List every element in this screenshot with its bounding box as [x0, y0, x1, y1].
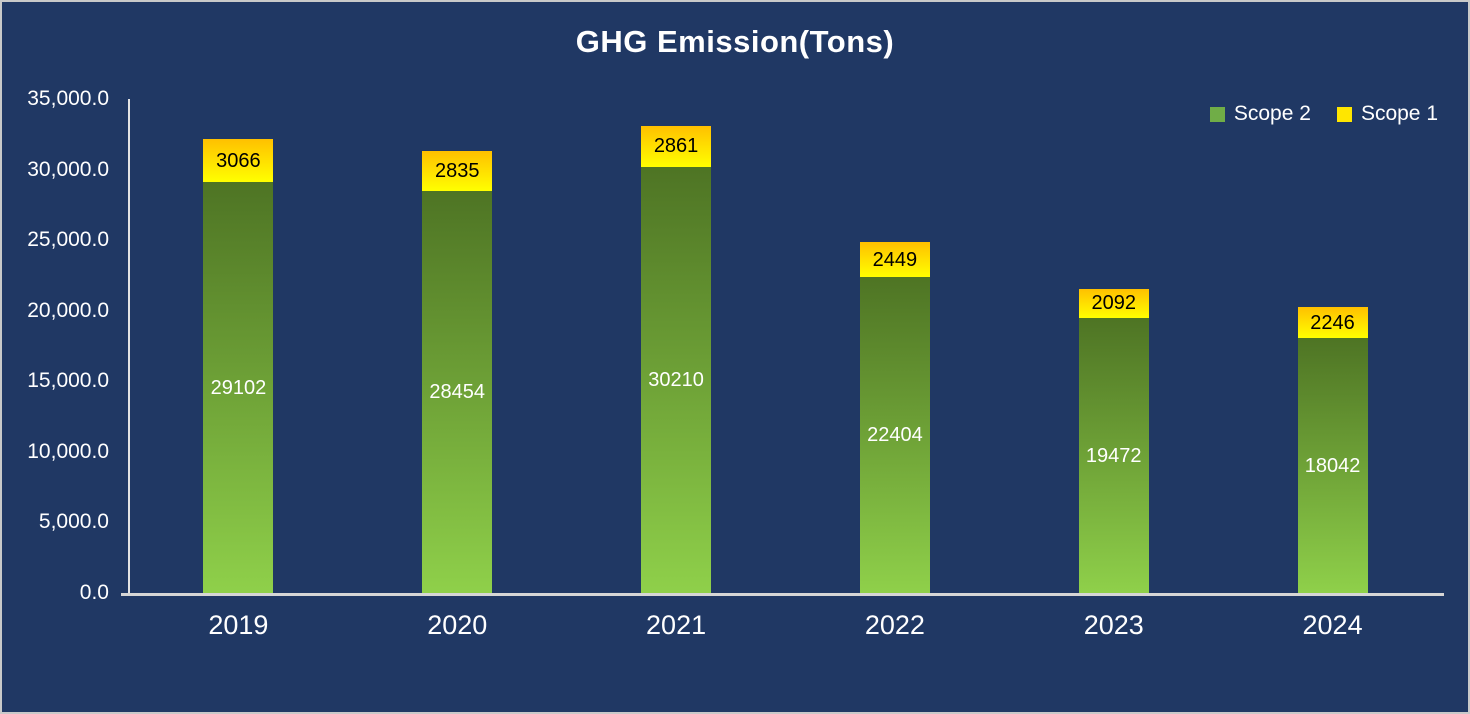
stacked-bar-2022: 2449 22404 [859, 99, 930, 593]
x-axis-label-2020: 2020 [427, 610, 488, 640]
x-axis-label-2021: 2021 [646, 610, 707, 640]
bar-value-label: 18042 [1304, 454, 1361, 477]
bar-value-label: 2835 [434, 160, 480, 183]
bar-value-label: 28454 [429, 381, 486, 404]
bar-segment-scope2-2021[interactable]: 30210 [641, 166, 712, 593]
y-axis-tick-label: 35,000.0 [27, 87, 109, 110]
x-axis-label-2024: 2024 [1302, 610, 1363, 640]
bar-segment-scope1-2020[interactable]: 2835 [422, 151, 493, 192]
bar-segment-scope1-2022[interactable]: 2449 [859, 242, 930, 277]
bar-slot-2020: 2835 28454 [348, 99, 567, 593]
chart-title: GHG Emission(Tons) [575, 24, 895, 59]
bar-segment-scope2-2019[interactable]: 29102 [203, 182, 274, 593]
bar-value-label: 29102 [210, 376, 267, 399]
bar-slot-2023: 2092 19472 [1004, 99, 1223, 593]
legend: Scope 2 Scope 1 [1209, 102, 1438, 126]
y-axis-tick-label: 20,000.0 [27, 298, 109, 322]
y-axis-tick-label: 10,000.0 [27, 439, 109, 463]
bar-segment-scope2-2024[interactable]: 18042 [1297, 338, 1368, 593]
bar-value-label: 3066 [216, 149, 261, 172]
plot-area: 3066 29102 2835 28454 2861 30210 2449 22404 2092… [129, 99, 1442, 593]
bar-value-label: 19472 [1085, 444, 1142, 467]
legend-item-scope2[interactable]: Scope 2 [1209, 102, 1311, 126]
bar-slot-2019: 3066 29102 [129, 99, 348, 593]
legend-item-scope1[interactable]: Scope 1 [1336, 102, 1438, 126]
x-axis-labels: 2019 2020 2021 2022 2023 2024 [129, 610, 1442, 641]
bar-value-label: 2092 [1091, 292, 1136, 315]
x-axis-label-2023: 2023 [1083, 610, 1144, 640]
bar-slot-2024: 2246 18042 [1223, 99, 1442, 593]
bar-segment-scope2-2022[interactable]: 22404 [859, 276, 930, 593]
bar-value-label: 2246 [1310, 311, 1355, 334]
bar-value-label: 22404 [867, 423, 923, 446]
stacked-bar-2021: 2861 30210 [641, 99, 712, 593]
y-axis-labels: 0.0 5,000.0 10,000.0 15,000.0 20,000.0 25,000… [2, 87, 109, 604]
legend-label-scope1: Scope 1 [1360, 102, 1438, 125]
y-axis-line [128, 99, 130, 593]
bar-segment-scope1-2019[interactable]: 3066 [203, 138, 274, 183]
bar-value-label: 30210 [648, 368, 704, 391]
y-axis-tick-label: 5,000.0 [38, 510, 109, 534]
bar-segment-scope1-2024[interactable]: 2246 [1297, 306, 1368, 339]
bar-slot-2022: 2449 22404 [785, 99, 1004, 593]
bar-value-label: 2861 [653, 135, 699, 158]
y-axis-tick-label: 30,000.0 [27, 157, 109, 181]
bar-segment-scope2-2023[interactable]: 19472 [1078, 318, 1149, 593]
y-axis-tick-label: 15,000.0 [27, 369, 109, 393]
bar-segment-scope1-2021[interactable]: 2861 [641, 126, 712, 167]
x-axis-label-2022: 2022 [864, 610, 925, 640]
stacked-bar-2020: 2835 28454 [422, 99, 493, 593]
scope2-swatch-icon [1209, 106, 1225, 122]
stacked-bar-2023: 2092 19472 [1078, 99, 1149, 593]
stacked-bar-2019: 3066 29102 [203, 99, 274, 593]
bar-segment-scope1-2023[interactable]: 2092 [1078, 288, 1149, 319]
legend-label-scope2: Scope 2 [1233, 102, 1311, 125]
bar-value-label: 2449 [872, 248, 918, 271]
x-axis-line [121, 593, 1444, 596]
bar-slot-2021: 2861 30210 [567, 99, 786, 593]
stacked-bar-2024: 2246 18042 [1297, 99, 1368, 593]
y-axis-tick-label: 0.0 [79, 581, 109, 604]
x-axis-label-2019: 2019 [208, 610, 269, 640]
scope1-swatch-icon [1336, 106, 1352, 122]
bar-segment-scope2-2020[interactable]: 28454 [422, 191, 493, 593]
y-axis-tick-label: 25,000.0 [27, 228, 109, 252]
